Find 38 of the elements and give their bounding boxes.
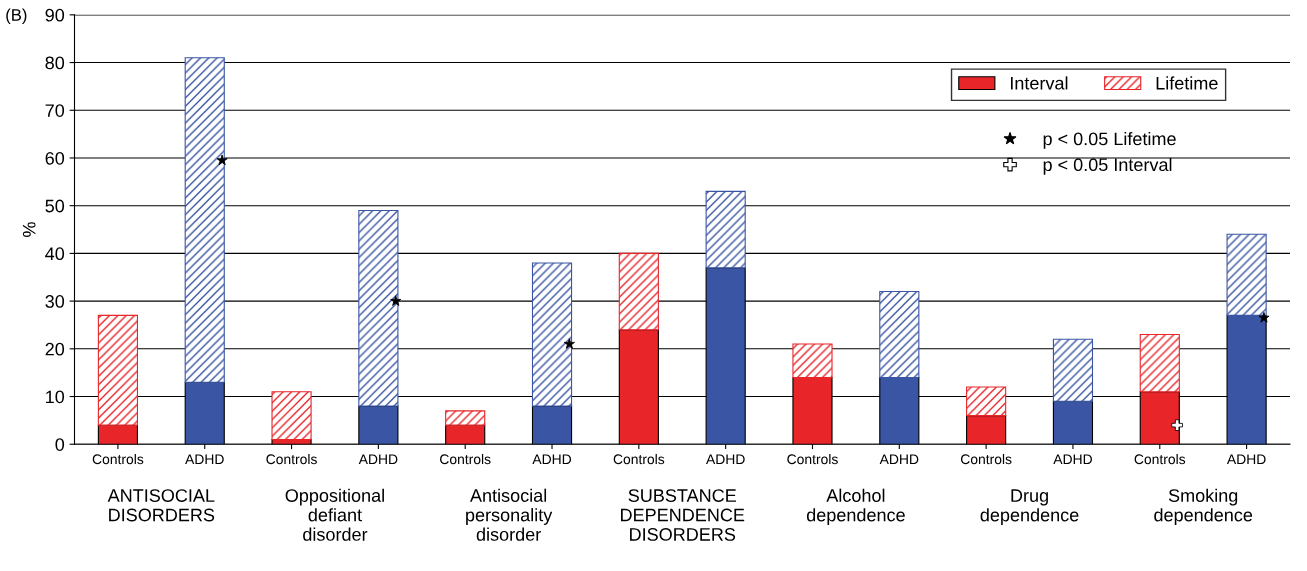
text: ANTISOCIAL DISORDERS: [107, 489, 215, 522]
legend-label: p < 0.05 Interval: [1043, 157, 1172, 175]
bar: [271, 391, 312, 441]
x-tick-label: Controls: [787, 453, 838, 465]
y-tick-label: 50: [45, 199, 65, 213]
y-axis-title: %: [22, 222, 36, 237]
legend-label: Lifetime: [1156, 76, 1218, 90]
x-tick-label: Controls: [92, 453, 144, 465]
y-tick-label: 80: [45, 56, 65, 70]
y-tick-label: 70: [45, 104, 65, 117]
x-tick-label: Controls: [1134, 453, 1186, 465]
x-tick-label: Controls: [266, 453, 317, 465]
text: Smoking dependence: [1154, 488, 1253, 525]
text: Drug dependence: [980, 489, 1079, 525]
x-tick-label: ADHD: [532, 454, 572, 465]
x-tick-label: ADHD: [1053, 454, 1092, 465]
text: SUBSTANCE DEPENDENCE DISORDERS: [621, 489, 745, 541]
text: Alcohol dependence: [806, 488, 905, 525]
text: (B): [6, 8, 27, 25]
y-tick-label: 30: [45, 295, 65, 308]
y-tick-label: 20: [45, 342, 65, 356]
y-tick-label: 40: [45, 247, 65, 261]
x-tick-label: ADHD: [358, 454, 398, 465]
text: Oppositional defiant disorder: [285, 488, 384, 541]
y-tick-label: 60: [45, 151, 65, 165]
legend-label: Interval: [1010, 76, 1068, 90]
x-tick-label: ADHD: [185, 454, 224, 465]
legend-label: p < 0.05 Lifetime: [1043, 132, 1176, 149]
x-tick-label: Controls: [613, 453, 665, 465]
y-tick-label: 90: [45, 8, 65, 22]
x-tick-label: Controls: [440, 453, 491, 465]
x-tick-label: ADHD: [1226, 454, 1266, 465]
y-tick-label: 0: [55, 438, 65, 451]
y-tick-label: 10: [46, 390, 65, 404]
x-tick-label: Controls: [960, 453, 1012, 465]
x-tick-label: ADHD: [879, 454, 919, 465]
text: Antisocial personality disorder: [466, 488, 553, 541]
x-tick-label: ADHD: [706, 454, 745, 465]
